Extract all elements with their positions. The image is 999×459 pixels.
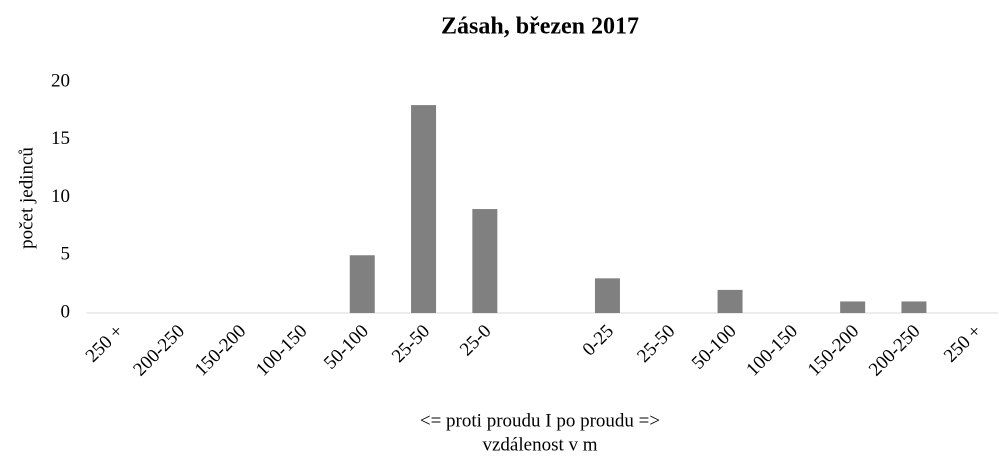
bar (840, 301, 866, 313)
x-tick-label: 25-50 (388, 321, 434, 367)
y-tick-label: 0 (61, 301, 71, 322)
chart-title: Zásah, březen 2017 (441, 14, 639, 40)
x-tick-label: 100-150 (252, 321, 312, 381)
y-tick-label: 20 (51, 70, 70, 91)
x-tick-label: 250 + (940, 321, 986, 367)
y-tick-label: 5 (61, 244, 71, 265)
bar (594, 278, 620, 313)
bar (717, 289, 743, 313)
y-tick-label: 15 (51, 128, 70, 149)
x-tick-label: 25-0 (456, 321, 495, 360)
bar (349, 255, 375, 313)
bar (411, 105, 437, 313)
y-axis-title: počet jedinců (16, 147, 37, 249)
x-tick-label: 250 + (82, 321, 128, 367)
x-tick-label: 25-50 (633, 321, 679, 367)
x-tick-label: 200-250 (129, 321, 189, 381)
x-tick-label: 0-25 (579, 321, 618, 360)
x-axis-title: vzdálenost v m (482, 434, 597, 455)
x-tick-label: 50-100 (320, 321, 373, 374)
x-tick-label: 100-150 (742, 321, 802, 381)
x-tick-label: 200-250 (865, 321, 925, 381)
bar (901, 301, 927, 313)
x-tick-label: 50-100 (688, 321, 741, 374)
x-tick-label: 150-200 (191, 321, 251, 381)
x-axis-title: <= proti proudu I po proudu => (420, 410, 660, 431)
bar (472, 209, 498, 313)
x-tick-label: 150-200 (804, 321, 864, 381)
y-tick-label: 10 (51, 186, 70, 207)
